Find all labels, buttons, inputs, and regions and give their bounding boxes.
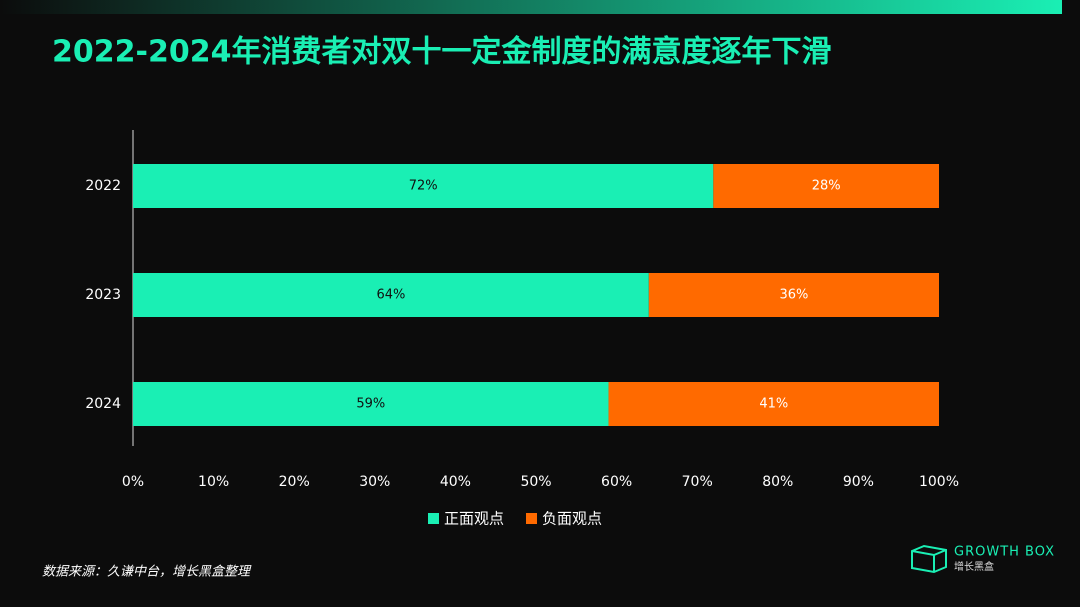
bar-segment: [648, 273, 939, 317]
bar-segment: [713, 164, 939, 208]
brand-name: GROWTH BOX: [954, 545, 1055, 560]
bar-segment: [133, 382, 609, 426]
bar-segment: [133, 164, 714, 208]
legend-swatch: [428, 513, 439, 524]
brand-logo: GROWTH BOX 增长黑盒: [911, 544, 1055, 574]
brand-name-cn: 增长黑盒: [954, 560, 994, 573]
y-tick-label: 2023: [85, 287, 121, 303]
x-tick-label: 60%: [601, 474, 632, 490]
x-tick-label: 10%: [198, 474, 229, 490]
x-tick-label: 40%: [440, 474, 471, 490]
y-tick-label: 2022: [85, 178, 121, 194]
x-tick-label: 50%: [520, 474, 551, 490]
value-label: 72%: [409, 179, 438, 194]
x-tick-label: 30%: [359, 474, 390, 490]
value-label: 36%: [779, 288, 808, 303]
x-tick-label: 80%: [762, 474, 793, 490]
value-label: 64%: [376, 288, 405, 303]
legend-swatch: [526, 513, 537, 524]
bar-segment: [608, 382, 939, 426]
legend-label: 正面观点: [444, 510, 504, 528]
value-label: 59%: [356, 397, 385, 412]
x-tick-label: 70%: [682, 474, 713, 490]
chart-title: 2022-2024年消费者对双十一定金制度的满意度逐年下滑: [52, 35, 831, 70]
source-note: 数据来源：久谦中台，增长黑盒整理: [42, 565, 252, 580]
top-accent: [0, 0, 1062, 14]
bar-segment: [133, 273, 649, 317]
logo-icon: [911, 544, 947, 574]
value-label: 28%: [812, 179, 841, 194]
x-tick-label: 90%: [843, 474, 874, 490]
x-tick-label: 100%: [919, 474, 959, 490]
x-tick-label: 0%: [122, 474, 144, 490]
x-tick-label: 20%: [279, 474, 310, 490]
legend-label: 负面观点: [542, 510, 602, 528]
value-label: 41%: [759, 397, 788, 412]
y-tick-label: 2024: [85, 396, 121, 412]
